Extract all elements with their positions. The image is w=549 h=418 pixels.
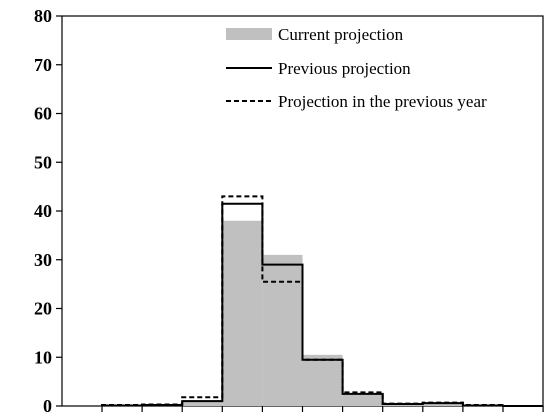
y-tick-label-4: 40 — [34, 201, 52, 221]
legend-swatch-current — [226, 28, 272, 40]
y-tick-label-3: 30 — [34, 250, 52, 270]
projection-lines — [101, 195, 544, 407]
bar-6 — [342, 393, 383, 406]
y-tick-label-8: 80 — [34, 6, 52, 26]
bar-5 — [302, 354, 343, 406]
y-tick-label-0: 0 — [43, 396, 52, 416]
bar-7 — [382, 404, 423, 406]
current-projection-bars — [102, 220, 503, 406]
bar-4 — [262, 254, 303, 406]
axes: 0 10 20 30 40 50 60 70 80 — [34, 6, 544, 416]
legend-label-2: Projection in the previous year — [278, 92, 487, 111]
legend-label-1: Previous projection — [278, 59, 411, 78]
y-tick-label-1: 10 — [34, 347, 52, 367]
bar-3 — [222, 220, 263, 406]
previous-year-projection-line — [101, 195, 544, 407]
y-tick-label-2: 20 — [34, 299, 52, 319]
legend-label-0: Current projection — [278, 25, 404, 44]
legend: Current projection Previous projection Pro… — [226, 25, 487, 111]
bar-2 — [182, 400, 223, 406]
y-tick-label-5: 50 — [34, 152, 52, 172]
y-tick-label-6: 60 — [34, 104, 52, 124]
y-tick-label-7: 70 — [34, 55, 52, 75]
bar-8 — [422, 402, 463, 406]
